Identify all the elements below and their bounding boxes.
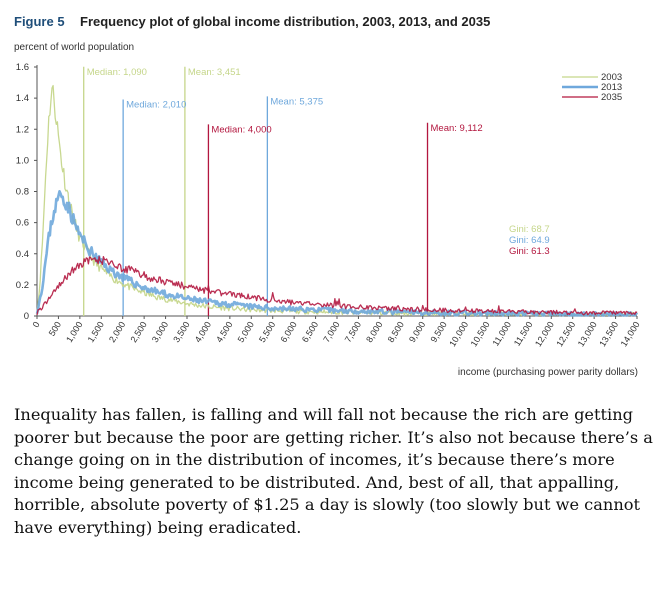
marker-label: Median: 4,000 <box>211 124 271 135</box>
y-tick-label: 0.8 <box>16 187 29 198</box>
y-tick-label: 1.4 <box>16 93 29 104</box>
x-tick-label: 3,500 <box>171 320 191 344</box>
x-tick-label: 9,500 <box>428 320 448 344</box>
x-tick-label: 10,000 <box>447 320 470 349</box>
x-tick-label: 8,000 <box>364 320 384 344</box>
x-tick-label: 12,000 <box>533 320 556 349</box>
series-line-2035 <box>36 255 638 316</box>
y-axis-label: percent of world population <box>14 42 134 53</box>
x-tick-label: 0 <box>31 320 42 330</box>
x-tick-label: 1,000 <box>64 320 84 344</box>
marker-label: Mean: 9,112 <box>431 123 483 134</box>
marker-label: Mean: 5,375 <box>270 96 323 107</box>
plot-area: 00.20.40.60.81.01.21.41.60 500 1,000 1,500 2… <box>16 62 642 348</box>
x-tick-label: 2,500 <box>128 320 148 344</box>
income-distribution-figure: Figure 5 Frequency plot of global income… <box>14 14 642 378</box>
x-tick-label: 9,000 <box>407 320 427 344</box>
x-tick-label: 14,000 <box>619 320 642 349</box>
x-tick-label: 11,000 <box>490 320 513 348</box>
x-tick-label: 8,500 <box>386 320 406 344</box>
series-line-2013 <box>35 190 639 317</box>
x-tick-label: 4,000 <box>193 320 213 344</box>
x-tick-label: 11,500 <box>512 320 535 348</box>
x-tick-label: 3,000 <box>150 320 170 344</box>
gini-label: Gini: 64.9 <box>509 235 550 246</box>
marker-label: Median: 2,010 <box>126 99 186 110</box>
x-tick-label: 500 <box>47 320 63 338</box>
x-tick-label: 10,500 <box>469 320 492 349</box>
legend-label-2035: 2035 <box>601 92 622 103</box>
x-tick-label: 6,000 <box>278 320 298 344</box>
y-tick-label: 0.2 <box>16 280 29 291</box>
figure-number: Figure 5 <box>14 14 65 29</box>
y-tick-label: 0.4 <box>16 249 29 260</box>
marker-label: Median: 1,090 <box>87 67 147 78</box>
body-paragraph: Inequality has fallen, is falling and wi… <box>14 405 653 537</box>
x-tick-label: 12,500 <box>554 320 577 349</box>
figure-title: Frequency plot of global income distribu… <box>80 14 490 29</box>
x-tick-label: 1,500 <box>86 320 106 344</box>
y-tick-label: 1.2 <box>16 124 29 135</box>
y-tick-label: 1.6 <box>16 62 29 73</box>
y-tick-label: 0 <box>24 311 29 322</box>
x-tick-label: 5,500 <box>257 320 277 344</box>
series-line-2003 <box>36 84 638 317</box>
x-tick-label: 7,000 <box>321 320 341 344</box>
x-tick-label: 5,000 <box>236 320 256 344</box>
x-tick-label: 6,500 <box>300 320 320 344</box>
marker-label: Mean: 3,451 <box>188 67 241 78</box>
y-tick-label: 0.6 <box>16 218 29 229</box>
legend-label-2003: 2003 <box>601 72 622 83</box>
x-tick-label: 13,000 <box>576 320 599 349</box>
x-axis-label: income (purchasing power parity dollars) <box>458 367 638 378</box>
y-tick-label: 1.0 <box>16 155 29 166</box>
x-tick-label: 4,500 <box>214 320 234 344</box>
gini-label: Gini: 68.7 <box>509 224 550 235</box>
gini-label: Gini: 61.3 <box>509 246 550 257</box>
x-tick-label: 13,500 <box>597 320 620 349</box>
x-tick-label: 2,000 <box>107 320 127 344</box>
x-tick-label: 7,500 <box>343 320 363 344</box>
legend-label-2013: 2013 <box>601 82 622 93</box>
